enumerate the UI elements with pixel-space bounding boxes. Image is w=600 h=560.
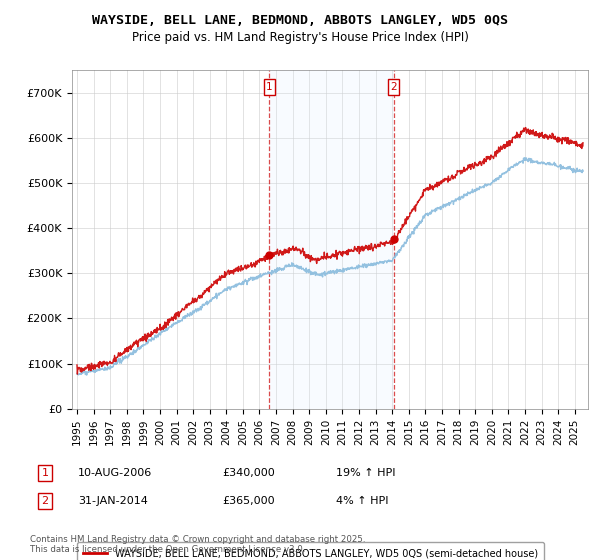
- Text: 1: 1: [41, 468, 49, 478]
- Text: Price paid vs. HM Land Registry's House Price Index (HPI): Price paid vs. HM Land Registry's House …: [131, 31, 469, 44]
- Text: 4% ↑ HPI: 4% ↑ HPI: [336, 496, 389, 506]
- Text: 1: 1: [266, 82, 273, 92]
- Text: £365,000: £365,000: [222, 496, 275, 506]
- Text: WAYSIDE, BELL LANE, BEDMOND, ABBOTS LANGLEY, WD5 0QS: WAYSIDE, BELL LANE, BEDMOND, ABBOTS LANG…: [92, 14, 508, 27]
- Bar: [269, 70, 394, 409]
- Text: 19% ↑ HPI: 19% ↑ HPI: [336, 468, 395, 478]
- Text: 2: 2: [390, 82, 397, 92]
- Legend: WAYSIDE, BELL LANE, BEDMOND, ABBOTS LANGLEY, WD5 0QS (semi-detached house), HPI:: WAYSIDE, BELL LANE, BEDMOND, ABBOTS LANG…: [77, 543, 544, 560]
- Text: 2: 2: [41, 496, 49, 506]
- Text: £340,000: £340,000: [222, 468, 275, 478]
- Text: Contains HM Land Registry data © Crown copyright and database right 2025.
This d: Contains HM Land Registry data © Crown c…: [30, 535, 365, 554]
- Text: 31-JAN-2014: 31-JAN-2014: [78, 496, 148, 506]
- Text: 10-AUG-2006: 10-AUG-2006: [78, 468, 152, 478]
